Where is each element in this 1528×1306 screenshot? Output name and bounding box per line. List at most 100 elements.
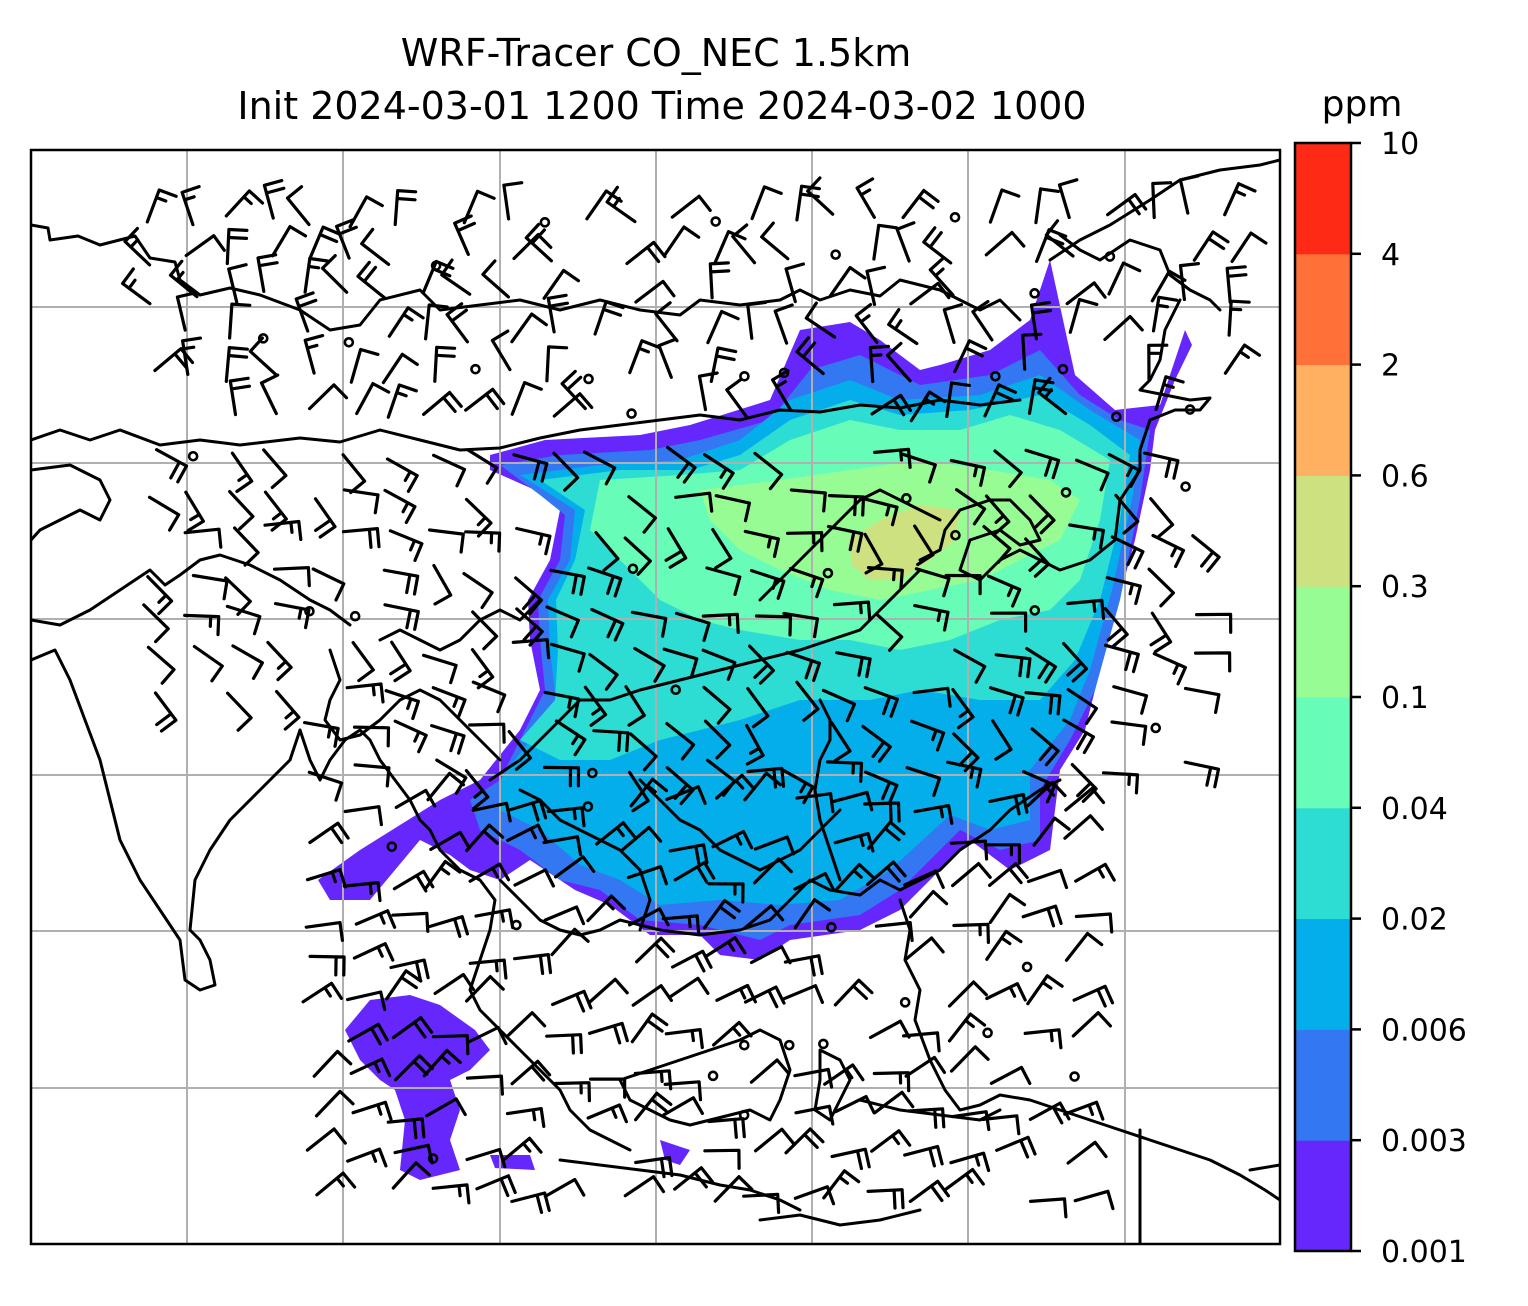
wind-barb <box>346 990 387 1012</box>
wind-barb <box>712 1020 753 1047</box>
wind-barb <box>1068 523 1105 550</box>
wind-barb <box>1103 315 1144 341</box>
wind-barb <box>271 225 308 258</box>
wind-barb <box>706 309 740 345</box>
wind-barb <box>873 1090 915 1115</box>
wind-barb <box>663 225 701 257</box>
wind-barb <box>990 611 1028 633</box>
calm-wind-marker <box>257 333 269 344</box>
wind-barb <box>634 279 676 304</box>
wind-barb <box>1183 686 1221 714</box>
colorbar-tick-label: 0.003 <box>1381 1124 1467 1159</box>
wind-barb <box>546 806 586 828</box>
wind-barb <box>1024 448 1061 480</box>
colorbar-ticks: 0.001 0.003 0.006 0.02 0.04 0.1 0.3 0.6 2 4 10 <box>1351 127 1467 1270</box>
calm-wind-marker <box>818 1038 829 1050</box>
calm-wind-marker <box>1057 363 1069 375</box>
wind-barb <box>468 722 506 744</box>
calm-wind-marker <box>1029 288 1040 299</box>
wind-barb <box>121 267 152 306</box>
wind-barb <box>635 936 676 964</box>
calm-wind-marker <box>1184 404 1196 415</box>
wind-barb <box>621 825 663 851</box>
chart-title-line-2: Init 2024-03-01 1200 Time 2024-03-02 100… <box>237 84 1086 128</box>
wind-barb <box>393 1143 434 1165</box>
wind-barb <box>230 451 254 493</box>
wind-barb <box>989 686 1025 717</box>
wind-barb <box>743 904 785 930</box>
wind-barb <box>259 373 280 416</box>
wind-barb <box>951 862 992 888</box>
wind-barb <box>773 303 794 345</box>
wind-barb <box>224 576 252 616</box>
wind-barb <box>388 529 424 562</box>
wind-barb <box>1024 691 1062 716</box>
wind-barb <box>506 799 548 822</box>
wind-barb <box>771 369 792 411</box>
wind-barb <box>224 346 249 383</box>
wind-barb <box>708 261 731 300</box>
wind-barb <box>510 381 543 416</box>
wind-barb <box>589 1077 627 1099</box>
wind-barb <box>832 600 872 622</box>
calm-wind-marker <box>990 370 1001 382</box>
wind-barb <box>471 680 507 714</box>
calm-wind-marker <box>539 217 551 228</box>
calm-wind-marker <box>349 610 361 622</box>
colorbar-block <box>1295 364 1351 476</box>
wind-barb <box>588 977 629 1004</box>
wind-barb <box>629 732 658 772</box>
wind-barb <box>746 687 770 729</box>
wind-barb <box>587 566 623 598</box>
wind-barb <box>793 872 836 892</box>
wind-barb <box>226 691 253 732</box>
wind-barb <box>784 1127 825 1155</box>
wind-barb <box>1107 452 1141 488</box>
wind-barb <box>1044 219 1075 258</box>
wind-barb <box>550 642 586 673</box>
wind-barb <box>834 862 875 892</box>
wind-barb <box>1074 862 1116 883</box>
wind-barb <box>1223 182 1257 217</box>
wind-barb <box>1030 727 1060 767</box>
wind-barb <box>303 721 340 748</box>
wind-barb <box>949 1151 991 1173</box>
wind-barb <box>225 227 249 266</box>
wind-barb <box>955 488 987 526</box>
wind-barb <box>753 451 784 491</box>
calm-wind-marker <box>627 563 639 575</box>
wind-barb <box>433 345 457 383</box>
wind-barb <box>795 680 820 722</box>
wind-barb <box>783 954 824 977</box>
wind-barb <box>386 1117 426 1140</box>
wind-barb <box>673 861 716 884</box>
wind-barb <box>804 301 837 339</box>
wind-barb <box>1230 231 1268 263</box>
wind-barb <box>984 230 1026 257</box>
wind-barb <box>715 773 756 800</box>
colorbar-tick-label: 0.1 <box>1381 681 1429 716</box>
colorbar-tick-label: 0.6 <box>1381 459 1429 494</box>
colorbar-block <box>1295 253 1351 366</box>
wind-barb <box>1028 494 1056 535</box>
wind-barb <box>922 226 953 265</box>
wind-barb <box>1147 567 1175 608</box>
wind-barb <box>785 650 821 682</box>
wind-barb <box>626 865 668 886</box>
wind-barb <box>468 958 508 980</box>
wind-barb <box>421 259 455 295</box>
colorbar-tick-label: 0.001 <box>1381 1235 1467 1270</box>
wind-barb <box>352 942 395 962</box>
wind-barb <box>1024 537 1051 578</box>
wind-barb <box>627 495 657 534</box>
wind-barb <box>553 1081 591 1103</box>
wind-barb <box>984 494 1011 536</box>
wind-barb <box>821 688 857 723</box>
wind-barb <box>662 647 699 678</box>
wind-barb <box>663 1080 703 1102</box>
wind-barb <box>308 954 346 977</box>
colorbar-block <box>1295 475 1351 587</box>
wind-barb <box>909 281 951 306</box>
wind-barb <box>625 240 667 266</box>
wind-barb <box>263 519 303 541</box>
